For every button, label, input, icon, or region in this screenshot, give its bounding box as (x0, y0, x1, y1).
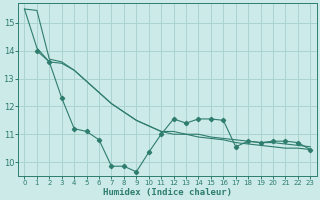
X-axis label: Humidex (Indice chaleur): Humidex (Indice chaleur) (103, 188, 232, 197)
